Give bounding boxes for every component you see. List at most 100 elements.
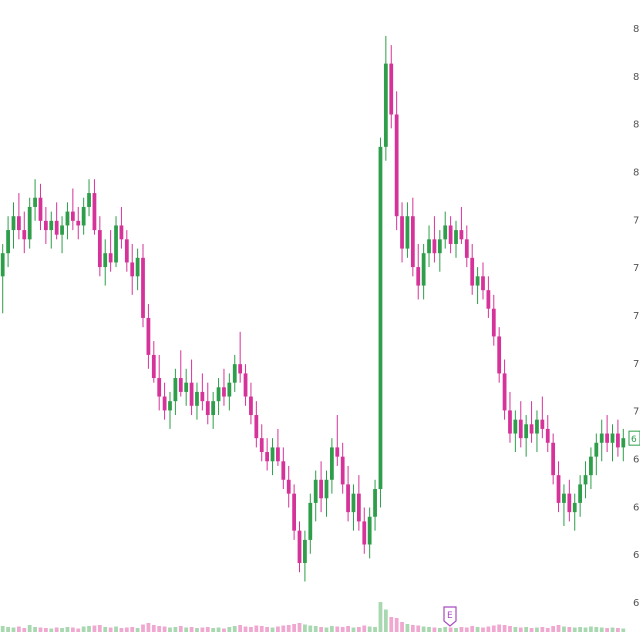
candle-up xyxy=(330,447,334,480)
earnings-event-marker-icon xyxy=(443,606,457,627)
last-price-tag: 6 xyxy=(628,430,640,446)
last-price-tag-box xyxy=(628,430,640,446)
volume-bar xyxy=(76,628,81,632)
volume-bar xyxy=(205,627,210,632)
candle-down xyxy=(319,479,323,499)
earnings-event-marker-label: E xyxy=(447,611,453,621)
candle-up xyxy=(524,424,529,439)
volume-bar xyxy=(265,627,270,632)
volume-bar xyxy=(189,627,194,632)
volume-bar xyxy=(292,624,296,632)
volume-bar xyxy=(324,627,329,632)
earnings-event-marker[interactable]: E xyxy=(443,606,457,627)
candle-up xyxy=(313,479,318,503)
candle-down xyxy=(151,354,156,379)
volume-bar xyxy=(303,624,307,632)
volume-bar xyxy=(232,626,237,632)
volume-bar xyxy=(524,627,529,632)
volume-bar xyxy=(70,627,75,632)
candle-up xyxy=(114,225,118,263)
candle-down xyxy=(389,63,394,115)
candle-down xyxy=(141,257,145,318)
volume-bar xyxy=(502,625,507,632)
volume-bar xyxy=(297,623,302,632)
candle-up xyxy=(572,502,577,513)
candle-down xyxy=(497,336,502,374)
volume-bar xyxy=(373,627,377,632)
volume-bar xyxy=(443,627,448,632)
volume-bar xyxy=(119,628,124,632)
candle-up xyxy=(405,216,410,249)
candle-up xyxy=(81,206,86,226)
candle-up xyxy=(173,378,178,402)
candle-down xyxy=(508,410,512,434)
candle-up xyxy=(513,419,518,434)
candle-down xyxy=(38,197,43,221)
candle-up xyxy=(270,447,275,462)
candle-up xyxy=(443,225,448,240)
candle-down xyxy=(481,276,485,291)
candle-up xyxy=(589,456,593,476)
volume-bar xyxy=(157,626,162,632)
volume-bar xyxy=(114,626,118,632)
volume-bar xyxy=(513,627,518,632)
candle-down xyxy=(470,257,475,286)
volume-bar xyxy=(178,626,183,632)
candle-up xyxy=(227,382,232,397)
candle-up xyxy=(308,502,313,540)
volume-bar xyxy=(475,627,480,632)
volume-bar xyxy=(6,627,10,632)
volume-bar xyxy=(151,625,156,632)
candle-down xyxy=(529,424,534,434)
candle-down xyxy=(254,415,259,439)
volume-bar xyxy=(135,628,140,632)
candle-down xyxy=(97,230,102,268)
volume-bar xyxy=(448,627,453,632)
volume-bar xyxy=(270,627,275,632)
volume-bar xyxy=(87,626,91,632)
candle-down xyxy=(130,262,135,277)
volume-bar xyxy=(81,626,86,632)
volume-bar xyxy=(222,628,226,632)
candle-down xyxy=(362,521,367,545)
candle-down xyxy=(92,193,97,231)
volume-bars xyxy=(0,602,626,632)
candle-up xyxy=(599,433,604,443)
volume-bar xyxy=(313,626,318,632)
candle-up xyxy=(475,276,480,286)
volume-bar xyxy=(92,625,97,632)
volume-bar xyxy=(168,627,172,632)
candle-up xyxy=(195,391,199,406)
volume-bar xyxy=(319,627,323,632)
volume-bar xyxy=(124,627,129,632)
volume-bar xyxy=(286,625,291,632)
candle-up xyxy=(383,63,388,147)
y-tick-label: 6 xyxy=(633,550,639,561)
candle-down xyxy=(486,290,491,309)
volume-bar xyxy=(227,627,232,632)
event-markers[interactable]: E xyxy=(443,606,457,627)
volume-bar xyxy=(27,625,32,632)
candle-up xyxy=(367,516,372,545)
candle-up xyxy=(11,216,16,231)
volume-bar xyxy=(599,627,604,632)
volume-bar xyxy=(562,626,566,632)
candle-up xyxy=(0,253,5,277)
y-tick-label: 7 xyxy=(633,311,639,322)
volume-bar xyxy=(216,627,221,632)
y-axis: 8 8 8 8 7 7 7 7 7 6 6 6 6 6 xyxy=(628,24,640,609)
volume-bar xyxy=(410,625,415,632)
candle-down xyxy=(491,308,496,337)
volume-bar xyxy=(0,626,5,632)
candle-down xyxy=(432,239,437,254)
candle-down xyxy=(410,216,415,268)
candle-up xyxy=(324,479,329,499)
candle-down xyxy=(146,317,151,355)
volume-bar xyxy=(367,626,372,632)
candle-down xyxy=(567,493,572,513)
candle-up xyxy=(103,253,108,268)
candle-down xyxy=(17,216,21,231)
volume-bar xyxy=(383,609,388,632)
